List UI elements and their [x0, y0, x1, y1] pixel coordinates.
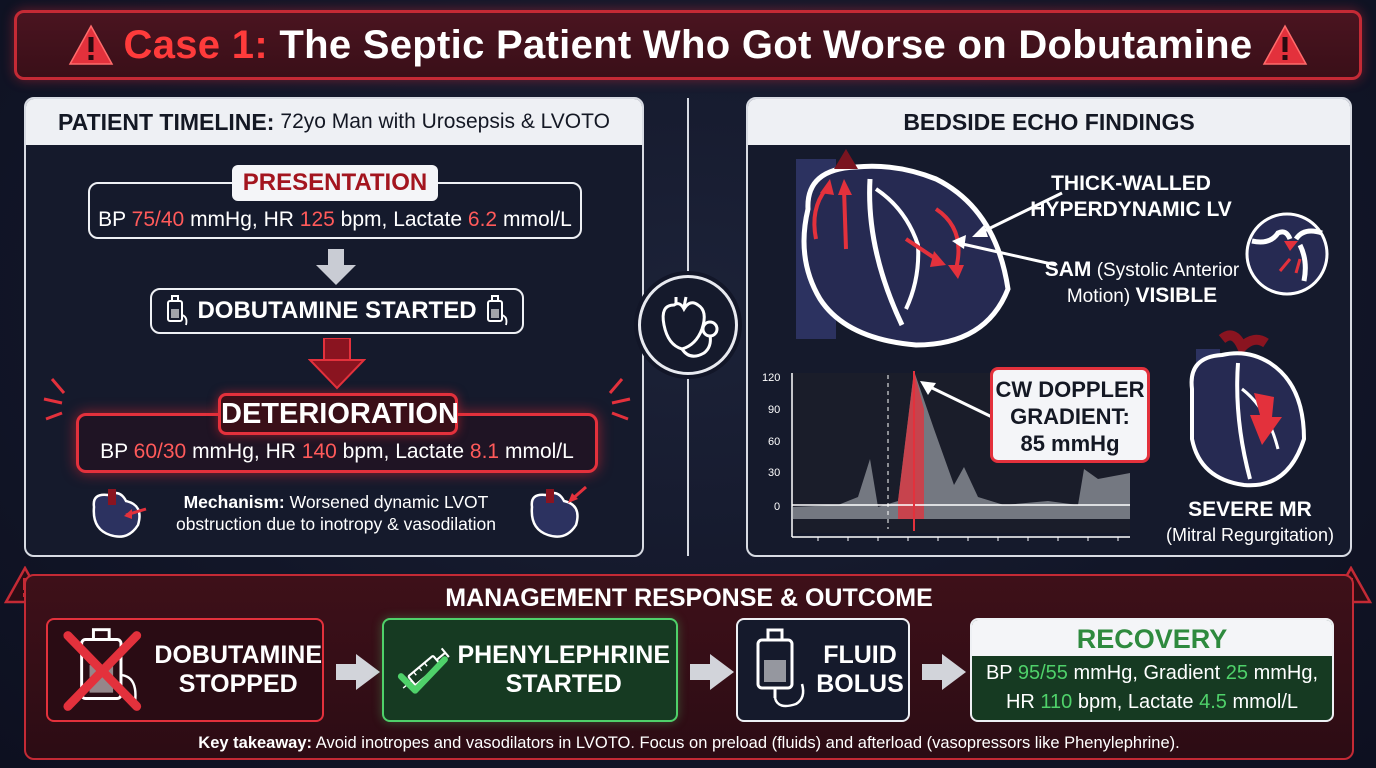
arrow-right-icon — [336, 654, 380, 690]
recovery-vitals: BP 95/55 mmHg, Gradient 25 mmHg, HR 110 … — [985, 662, 1319, 713]
mr-heart-illustration — [1189, 330, 1307, 488]
step-dobutamine-stopped: DOBUTAMINE STOPPED — [46, 618, 324, 722]
timeline-heading-bold: PATIENT TIMELINE: — [58, 108, 275, 135]
heart-obstruction-icon — [530, 485, 587, 538]
callout-arrows — [952, 191, 1063, 267]
mr-label: SEVERE MR (Mitral Regurgitation) — [1165, 498, 1335, 545]
step3-label: FLUID BOLUS — [816, 641, 904, 698]
arrow-down-icon — [316, 249, 356, 285]
alarm-rays-icon — [608, 378, 631, 421]
syringe-check-icon — [397, 647, 450, 694]
title-text: The Septic Patient Who Got Worse on Dobu… — [279, 22, 1253, 67]
warning-icon — [1263, 24, 1308, 65]
center-monitor-badge — [638, 275, 738, 375]
mechanism-text: Mechanism: Worsened dynamic LVOT obstruc… — [175, 492, 497, 534]
step-fluid-bolus: FLUID BOLUS — [736, 618, 910, 722]
recovery-box: RECOVERY BP 95/55 mmHg, Gradient 25 mmHg… — [970, 618, 1334, 722]
step2-label: PHENYLEPHRINE STARTED — [457, 641, 670, 698]
tick-label-90: 90 — [768, 404, 780, 416]
presentation-vitals: BP 75/40 mmHg, HR 125 bpm, Lactate 6.2 m… — [98, 208, 572, 231]
tick-label-60: 60 — [768, 436, 780, 448]
lv-heart-illustration — [796, 149, 1011, 348]
heart-obstruction-icon — [92, 489, 147, 538]
timeline-heading-rest: 72yo Man with Urosepsis & LVOTO — [280, 110, 610, 133]
dobutamine-started-label: DOBUTAMINE STARTED — [197, 297, 477, 324]
red-arrow-down-icon — [308, 338, 366, 390]
doppler-gradient-callout: CW DOPPLER GRADIENT: 85 mmHg — [990, 367, 1150, 463]
doppler-callout-arrow — [920, 381, 993, 419]
arrow-right-icon — [922, 654, 966, 690]
step-phenylephrine-started: PHENYLEPHRINE STARTED — [382, 618, 678, 722]
arrow-right-icon — [690, 654, 734, 690]
heart-stethoscope-icon — [661, 296, 719, 358]
case-label: Case 1: — [123, 22, 268, 67]
management-title: MANAGEMENT RESPONSE & OUTCOME — [445, 584, 933, 612]
sam-label: SAM (Systolic Anterior Motion) VISIBLE — [1044, 258, 1240, 307]
management-section: MANAGEMENT RESPONSE & OUTCOME DOBUTAMINE… — [24, 574, 1354, 760]
sam-zoom-icon — [1245, 212, 1329, 296]
timeline-heading: PATIENT TIMELINE: 72yo Man with Urosepsi… — [26, 99, 642, 145]
deterioration-label: DETERIORATION — [218, 393, 459, 435]
recovery-label: RECOVERY — [972, 620, 1332, 656]
stopped-iv-icon — [63, 628, 142, 711]
tick-label-0: 0 — [774, 501, 780, 513]
key-takeaway: Key takeaway: Avoid inotropes and vasodi… — [198, 734, 1180, 752]
tick-label-30: 30 — [768, 467, 780, 479]
page-header: Case 1: The Septic Patient Who Got Worse… — [14, 10, 1362, 80]
lv-label: THICK-WALLED HYPERDYNAMIC LV — [1030, 172, 1232, 221]
page-title: Case 1: The Septic Patient Who Got Worse… — [124, 23, 1253, 68]
tick-label-120: 120 — [762, 372, 780, 384]
iv-bag-icon — [756, 628, 805, 708]
echo-heading: BEDSIDE ECHO FINDINGS — [748, 99, 1350, 145]
iv-bag-icon — [167, 295, 188, 326]
doppler-ticks: 120 90 60 30 0 — [762, 372, 780, 513]
step1-label: DOBUTAMINE STOPPED — [154, 641, 322, 698]
dobutamine-started-box: DOBUTAMINE STARTED — [150, 288, 524, 334]
timeline-panel: PATIENT TIMELINE: 72yo Man with Urosepsi… — [24, 97, 644, 557]
warning-icon — [68, 24, 113, 65]
iv-bag-icon — [487, 295, 508, 326]
presentation-label: PRESENTATION — [232, 165, 438, 201]
echo-panel: BEDSIDE ECHO FINDINGS THICK-WALLED HYPER… — [746, 97, 1352, 557]
deterioration-vitals: BP 60/30 mmHg, HR 140 bpm, Lactate 8.1 m… — [100, 440, 574, 463]
alarm-rays-icon — [43, 378, 66, 421]
